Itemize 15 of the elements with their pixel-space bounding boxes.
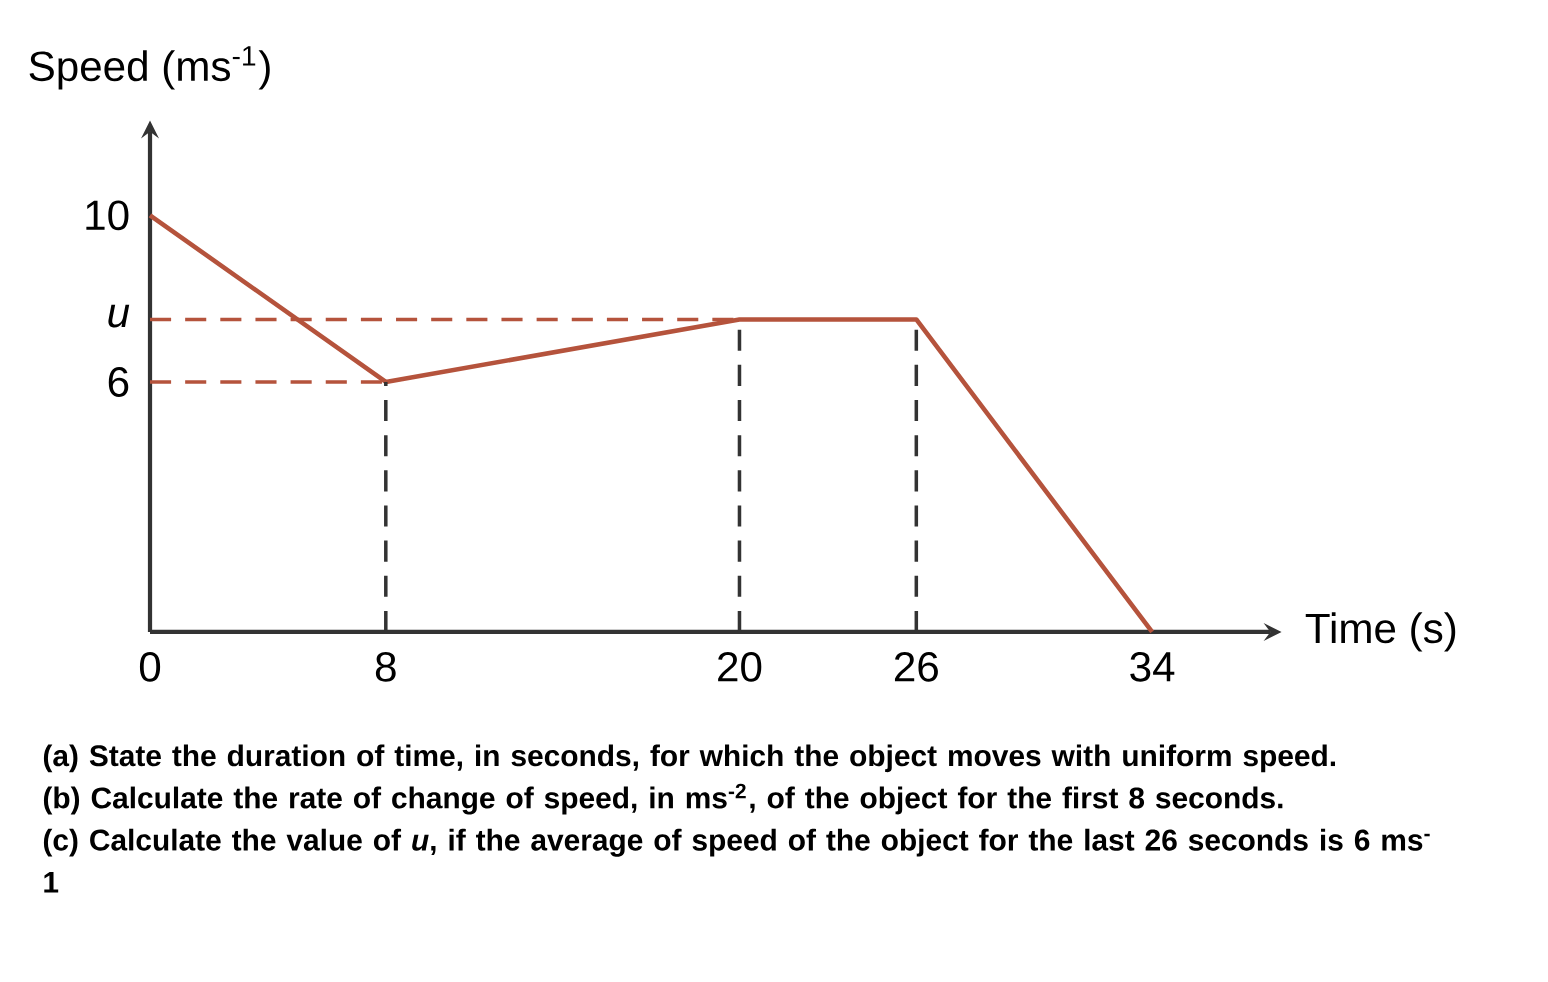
x-tick-label: 0 [139,651,161,682]
y-tick-label: 6 [108,367,129,397]
x-tick-label: 34 [1130,651,1175,682]
x-tick-label: 26 [894,651,938,682]
text: (c) Calculate the value of u, if the average of speed of the object for the last 26 seconds is 6 ms$^{-}$ [43,828,1430,857]
y-tick-label: u [108,304,130,328]
y-axis-title: Speed (ms$^{-1}$) [29,46,270,90]
x-tick-label: 20 [718,651,762,682]
text: (b) Calculate the rate of change of speed, in ms$^{-2}$, of the object for the first 8 seconds. [43,783,1283,815]
x-tick-label: 8 [375,651,396,682]
line-series [147,213,1155,635]
text: 1 [44,872,59,893]
x-axis-title: Time (s) [1305,612,1456,652]
y-tick-label: 10 [86,200,129,231]
text: (a) State the duration of time, in seconds, for which the object moves with uniform speed. [43,744,1336,773]
